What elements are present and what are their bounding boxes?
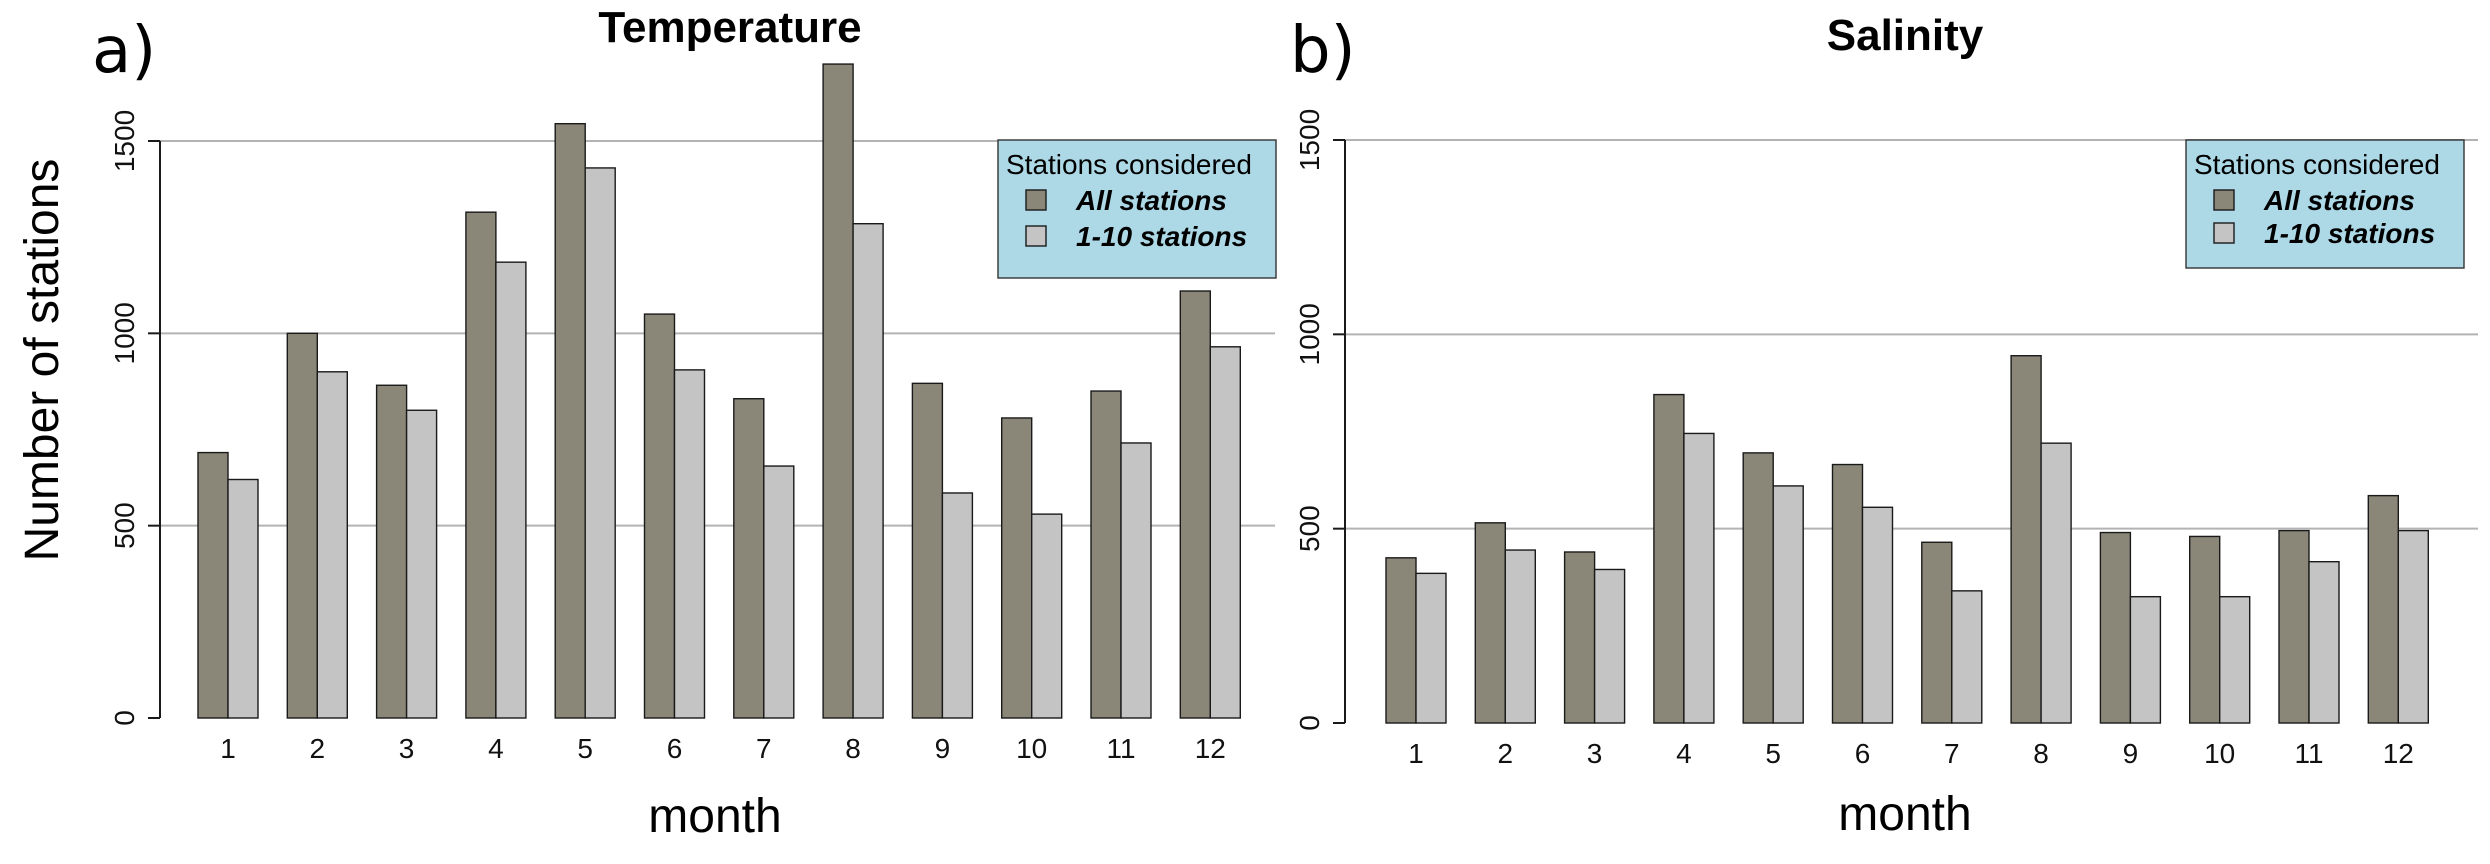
panel-b-x-tick-label: 4 (1676, 738, 1692, 769)
panel-a-y-tick-label: 0 (109, 710, 140, 726)
panel-a-x-tick-label: 7 (756, 733, 772, 764)
panel-b-y-tick-label: 500 (1294, 505, 1325, 552)
panel-b-x-tick-label: 9 (2123, 738, 2139, 769)
panel-b-bar-sub-10 (2218, 595, 2251, 724)
panel-a-x-tick-label: 12 (1195, 733, 1226, 764)
panel-b-legend-entry: 1-10 stations (2264, 218, 2435, 249)
panel-a-bar-sub-2 (316, 371, 348, 719)
panel-b-bar-sub-8 (2040, 442, 2072, 724)
panel-a-x-tick-label: 5 (577, 733, 593, 764)
panel-a-bar-all-6 (643, 313, 676, 719)
panel-b-bar-sub-9 (2129, 595, 2162, 724)
panel-b-y-tick-label: 1500 (1294, 109, 1325, 171)
panel-a-x-tick-label: 10 (1016, 733, 1047, 764)
panel-b-bar-all-11 (2278, 529, 2310, 724)
panel-a-bar-sub-12 (1209, 346, 1242, 719)
panel-a-bar-all-3 (375, 384, 408, 719)
panel-a-y-tick-label: 500 (109, 502, 140, 549)
panel-b-x-tick-label: 8 (2033, 738, 2049, 769)
panel-a-legend-title: Stations considered (1006, 149, 1252, 180)
panel-a-x-tick-label: 3 (399, 733, 415, 764)
panel-a-bar-sub-9 (941, 492, 974, 719)
panel-a-x-tick-label: 2 (310, 733, 326, 764)
panel-a-y-tick-label: 1000 (109, 302, 140, 364)
panel-b-bar-sub-11 (2308, 561, 2340, 724)
panel-b-bar-all-5 (1742, 452, 1774, 724)
panel-b-bar-sub-1 (1415, 572, 1447, 724)
panel-b-bar-all-10 (2188, 535, 2221, 724)
panel-b-y-tick-label: 0 (1294, 715, 1325, 731)
panel-a-bar-sub-10 (1030, 513, 1063, 719)
panel-b-bar-sub-5 (1772, 485, 1804, 724)
panel-a-x-tick-label: 8 (845, 733, 861, 764)
panel-b-x-axis-label: month (1838, 788, 1971, 841)
panel-b-x-tick-label: 3 (1587, 738, 1603, 769)
panel-b-bar-sub-12 (2397, 529, 2430, 724)
panel-a-bar-sub-5 (584, 167, 616, 719)
panel-a-y-tick-label: 1500 (109, 110, 140, 172)
panel-b-bar-all-1 (1385, 557, 1417, 724)
panel-b-bar-all-12 (2367, 494, 2400, 724)
panel-a-bar-all-2 (286, 332, 318, 719)
panel-b-x-tick-label: 5 (1765, 738, 1781, 769)
panel-a-bar-sub-3 (405, 409, 438, 719)
panel-b-bar-all-9 (2099, 531, 2132, 724)
panel-a-x-tick-label: 1 (220, 733, 236, 764)
panel-a-x-tick-label: 6 (667, 733, 683, 764)
panel-b-y-tick-label: 1000 (1294, 303, 1325, 365)
panel-b-bar-all-6 (1831, 463, 1864, 724)
panel-a-bar-all-4 (465, 211, 497, 719)
panel-b-bar-all-7 (1921, 541, 1953, 724)
panel-b-label: b) (1290, 14, 1356, 88)
panel-a-bar-all-1 (197, 451, 229, 719)
panel-a-bar-sub-7 (763, 465, 795, 719)
panel-b-x-tick-label: 12 (2383, 738, 2414, 769)
y-axis-label: Number of stations (16, 159, 69, 562)
panel-a-bar-sub-8 (852, 223, 884, 719)
panel-b-bar-all-4 (1653, 393, 1685, 724)
panel-a-legend-swatch-all (1025, 189, 1047, 211)
panel-b-bar-sub-4 (1683, 432, 1715, 724)
panel-a-bar-sub-4 (495, 261, 527, 719)
panel-a-x-tick-label: 4 (488, 733, 504, 764)
panel-a-bar-all-5 (554, 122, 586, 719)
panel-a-bar-all-7 (733, 398, 765, 719)
panel-b-legend-swatch-sub (2213, 222, 2235, 244)
panel-a-legend-entry: All stations (1075, 185, 1227, 216)
panel-b-bar-sub-3 (1593, 568, 1626, 724)
panel-b-legend-entry: All stations (2263, 185, 2415, 216)
panel-a-bar-all-10 (1001, 417, 1033, 719)
panel-a-bar-all-12 (1179, 290, 1212, 719)
panel-a-legend-entry: 1-10 stations (1076, 221, 1247, 252)
panel-a-x-tick-label: 11 (1106, 733, 1135, 764)
panel-a-bar-sub-6 (673, 369, 706, 719)
panel-b-bar-all-2 (1474, 522, 1507, 724)
panel-a-bar-all-11 (1090, 390, 1122, 719)
panel-b-bar-sub-6 (1861, 506, 1894, 724)
panel-b-x-tick-label: 7 (1944, 738, 1960, 769)
panel-a-x-tick-label: 9 (935, 733, 951, 764)
panel-b-legend-title: Stations considered (2194, 149, 2440, 180)
panel-a-title: Temperature (598, 3, 861, 52)
panel-b-bar-sub-2 (1504, 549, 1537, 724)
panel-b-x-tick-label: 2 (1498, 738, 1514, 769)
panel-a-x-axis-label: month (648, 790, 781, 843)
panel-b-title: Salinity (1827, 11, 1984, 60)
panel-b-x-tick-label: 1 (1408, 738, 1424, 769)
panel-b-x-tick-label: 10 (2204, 738, 2235, 769)
panel-b-x-tick-label: 11 (2294, 738, 2323, 769)
panel-a-label: a) (92, 14, 156, 88)
panel-a-legend-swatch-sub (1025, 225, 1047, 247)
panel-b-x-tick-label: 6 (1855, 738, 1871, 769)
panel-b-legend-swatch-all (2213, 189, 2235, 211)
panel-a-bar-sub-11 (1120, 442, 1152, 719)
panel-b-bar-all-8 (2010, 355, 2042, 724)
panel-a-bar-all-8 (822, 63, 854, 719)
panel-b-bar-all-3 (1563, 551, 1596, 724)
panel-b-bar-sub-7 (1951, 590, 1983, 724)
panel-a-bar-all-9 (911, 382, 944, 719)
panel-a-bar-sub-1 (227, 478, 259, 719)
